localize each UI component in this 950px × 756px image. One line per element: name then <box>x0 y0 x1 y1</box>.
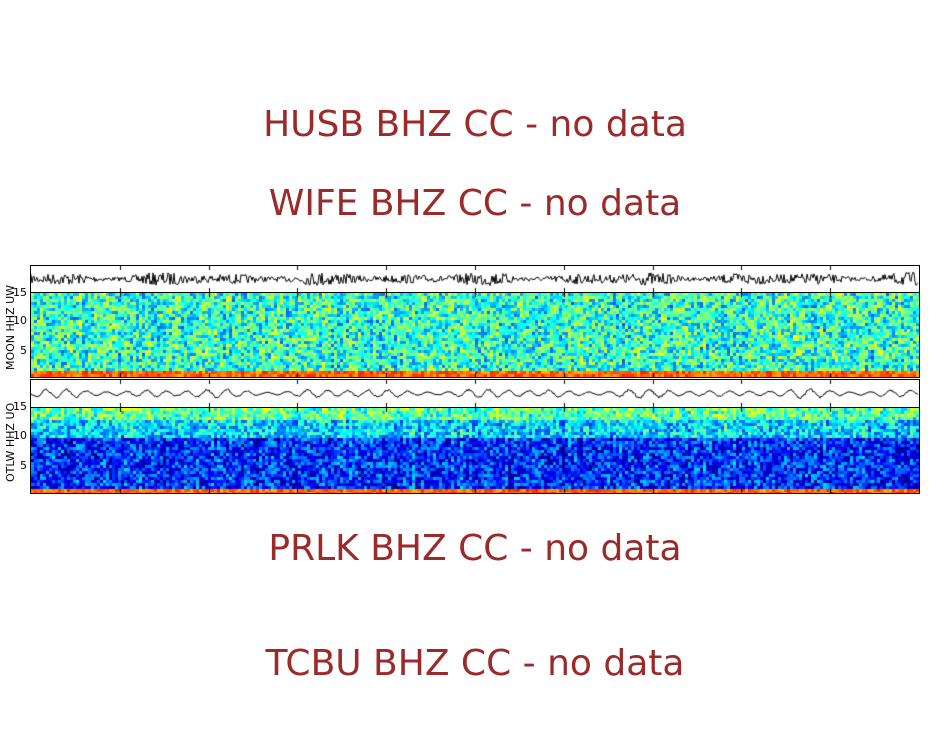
spectrogram-otlw <box>30 407 920 494</box>
ytick-15: 15 <box>13 400 27 413</box>
ytick-10: 10 <box>13 429 27 442</box>
ytick-5: 5 <box>20 344 27 357</box>
no-data-message-wife: WIFE BHZ CC - no data <box>268 183 682 224</box>
no-data-message-prlk: PRLK BHZ CC - no data <box>268 528 682 569</box>
ytick-10: 10 <box>13 314 27 327</box>
no-data-message-tcbu: TCBU BHZ CC - no data <box>265 643 685 684</box>
waveform-moon <box>30 265 920 293</box>
waveform-trace <box>31 380 919 407</box>
ytick-15: 15 <box>13 286 27 299</box>
spectrogram-cells <box>31 293 919 377</box>
ytick-5: 5 <box>20 459 27 472</box>
waveform-otlw <box>30 379 920 408</box>
spectrogram-moon <box>30 292 920 378</box>
no-data-message-husb: HUSB BHZ CC - no data <box>263 104 687 145</box>
waveform-trace <box>31 266 919 292</box>
spectrogram-cells <box>31 408 919 493</box>
